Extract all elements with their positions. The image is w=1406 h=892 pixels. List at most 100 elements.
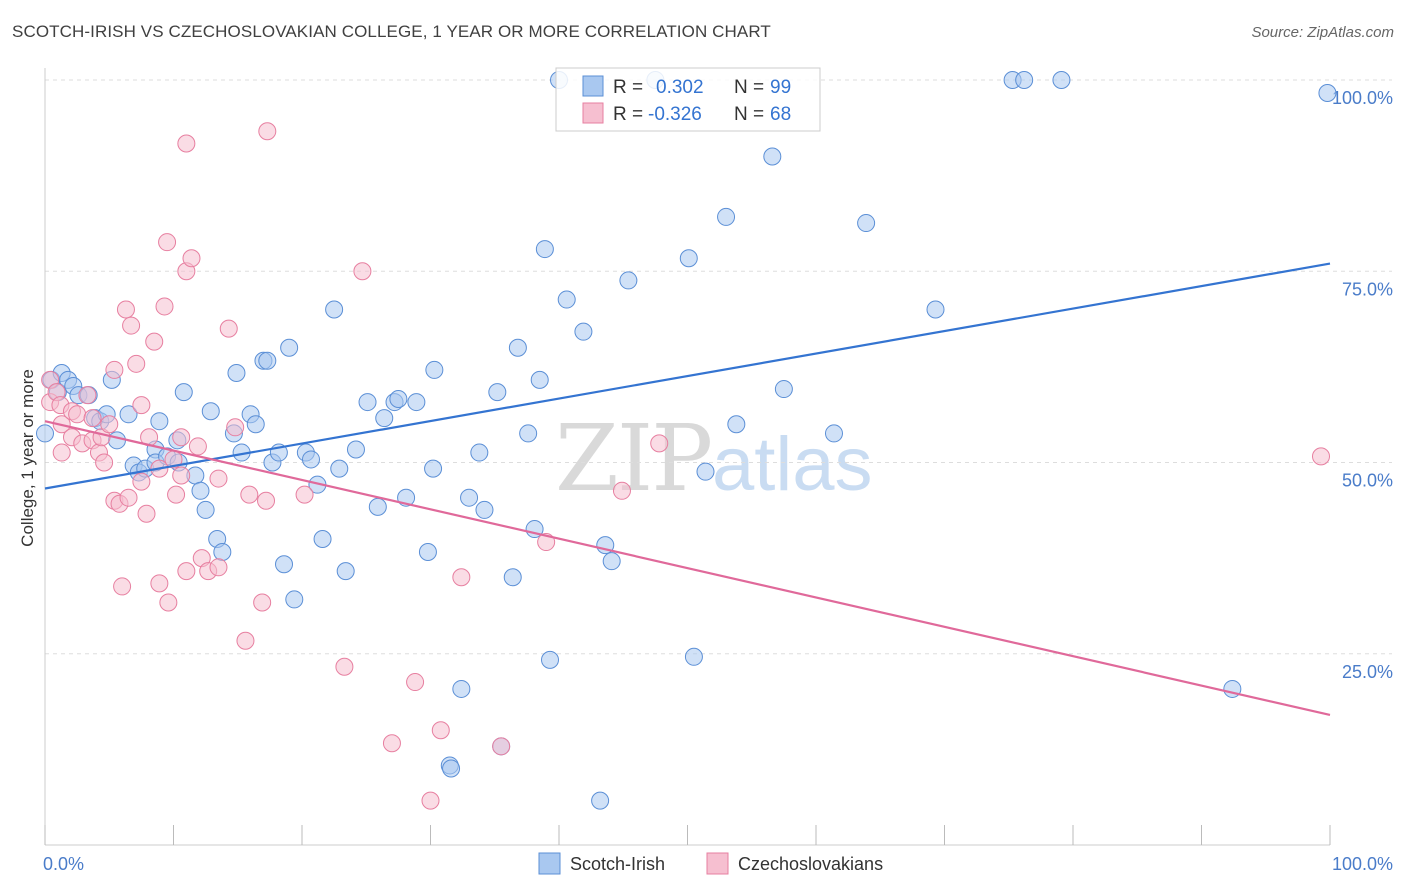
- data-point: [824, 424, 843, 443]
- data-point: [1312, 447, 1331, 466]
- data-point: [132, 472, 151, 491]
- data-point: [763, 147, 782, 166]
- data-point: [145, 332, 164, 351]
- data-point: [301, 450, 320, 469]
- data-point: [36, 424, 54, 443]
- x-tick-label-right: 100.0%: [1332, 854, 1393, 874]
- data-point: [557, 290, 576, 309]
- data-point: [650, 434, 669, 453]
- watermark: ZIP atlas: [555, 405, 873, 512]
- data-point: [492, 737, 511, 756]
- y-axis-label: College, 1 year or more: [18, 369, 37, 547]
- data-point: [209, 558, 228, 577]
- data-point: [159, 593, 178, 612]
- data-point: [174, 383, 193, 402]
- legend-r-value-2: -0.326: [648, 104, 702, 125]
- y-axis-tick-labels: 25.0% 50.0% 75.0% 100.0%: [1332, 88, 1393, 682]
- data-point: [619, 271, 638, 290]
- data-point: [246, 415, 265, 434]
- data-point: [52, 443, 71, 462]
- data-point: [591, 791, 610, 810]
- data-point: [330, 459, 349, 478]
- data-point: [389, 390, 408, 409]
- data-point: [280, 338, 299, 357]
- series-legend-label-scotch-irish: Scotch-Irish: [570, 854, 665, 874]
- data-point: [503, 568, 522, 587]
- data-point: [336, 562, 355, 581]
- y-tick-label-75: 75.0%: [1342, 279, 1393, 299]
- data-point: [679, 249, 698, 268]
- data-point: [368, 497, 387, 516]
- data-point: [177, 562, 196, 581]
- data-point: [240, 485, 259, 504]
- data-point: [421, 791, 440, 810]
- data-point: [425, 360, 444, 379]
- source-note: Source: ZipAtlas.com: [1251, 24, 1394, 41]
- series-legend-label-czechoslovakians: Czechoslovakians: [738, 854, 883, 874]
- data-point: [612, 481, 631, 500]
- data-point: [452, 568, 471, 587]
- data-point: [100, 415, 119, 434]
- data-point: [325, 300, 344, 319]
- data-point: [1015, 71, 1034, 89]
- data-point: [150, 574, 169, 593]
- data-point: [295, 485, 314, 504]
- data-point: [574, 322, 593, 341]
- data-point: [727, 415, 746, 434]
- data-point: [158, 233, 177, 252]
- data-point: [926, 300, 945, 319]
- chart-title: SCOTCH-IRISH VS CZECHOSLOVAKIAN COLLEGE,…: [12, 22, 771, 41]
- data-point: [167, 485, 186, 504]
- legend-r-label-2: R =: [613, 104, 643, 125]
- data-point: [519, 424, 538, 443]
- y-tick-label-100: 100.0%: [1332, 88, 1393, 108]
- gridlines: [45, 79, 1392, 655]
- data-point: [119, 488, 138, 507]
- data-point: [257, 491, 276, 510]
- data-point: [358, 393, 377, 412]
- data-point: [508, 338, 527, 357]
- data-point: [107, 431, 126, 450]
- data-point: [83, 409, 102, 428]
- series-legend-swatch-scotch-irish: [538, 852, 561, 875]
- data-point: [113, 577, 132, 596]
- data-point: [285, 590, 304, 609]
- data-point: [105, 360, 124, 379]
- data-point: [431, 721, 450, 740]
- data-point: [602, 552, 621, 571]
- watermark-atlas: atlas: [712, 422, 873, 507]
- data-point: [236, 631, 255, 650]
- czechoslovakian-trend-line: [44, 420, 1331, 717]
- czechoslovakian-points: [41, 122, 1331, 810]
- stats-legend: R = 0.302 N = 99 R = -0.326 N = 68: [555, 67, 821, 132]
- data-point: [172, 466, 191, 485]
- data-point: [155, 297, 174, 316]
- data-point: [78, 386, 97, 405]
- data-point: [132, 396, 151, 415]
- data-point: [1052, 71, 1071, 89]
- data-point: [226, 418, 245, 437]
- data-point: [172, 428, 191, 447]
- data-point: [122, 316, 141, 335]
- data-point: [717, 207, 736, 226]
- data-point: [196, 500, 215, 519]
- data-point: [116, 300, 135, 319]
- y-tick-label-50: 50.0%: [1342, 471, 1393, 491]
- data-point: [177, 134, 196, 153]
- data-point: [258, 122, 277, 141]
- data-point: [191, 481, 210, 500]
- data-point: [127, 354, 146, 373]
- data-point: [313, 530, 332, 548]
- legend-r-label-1: R =: [613, 77, 643, 98]
- data-point: [470, 443, 489, 462]
- legend-n-label-1: N =: [734, 77, 764, 98]
- data-point: [535, 240, 554, 259]
- data-point: [227, 363, 246, 382]
- data-point: [335, 657, 354, 676]
- data-point: [1318, 84, 1337, 103]
- legend-n-label-2: N =: [734, 104, 764, 125]
- legend-swatch-czechoslovakians: [582, 102, 604, 124]
- data-point: [209, 469, 228, 488]
- y-tick-label-25: 25.0%: [1342, 662, 1393, 682]
